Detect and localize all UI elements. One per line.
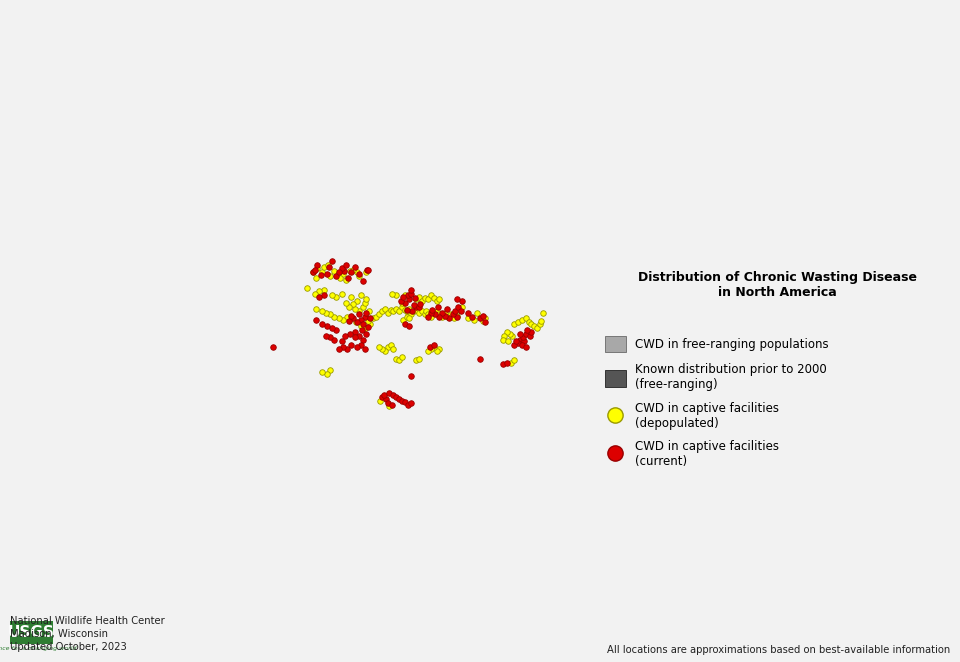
Text: Distribution of Chronic Wasting Disease
in North America: Distribution of Chronic Wasting Disease … [638,271,917,299]
Text: All locations are approximations based on best-available information: All locations are approximations based o… [607,645,950,655]
Text: science for a changing world: science for a changing world [0,646,76,651]
Legend: CWD in free-ranging populations, Known distribution prior to 2000
(free-ranging): CWD in free-ranging populations, Known d… [601,332,832,472]
FancyBboxPatch shape [10,621,54,645]
Text: USGS: USGS [8,626,55,640]
Text: National Wildlife Health Center
Madison, Wisconsin
Updated October, 2023: National Wildlife Health Center Madison,… [10,616,164,652]
